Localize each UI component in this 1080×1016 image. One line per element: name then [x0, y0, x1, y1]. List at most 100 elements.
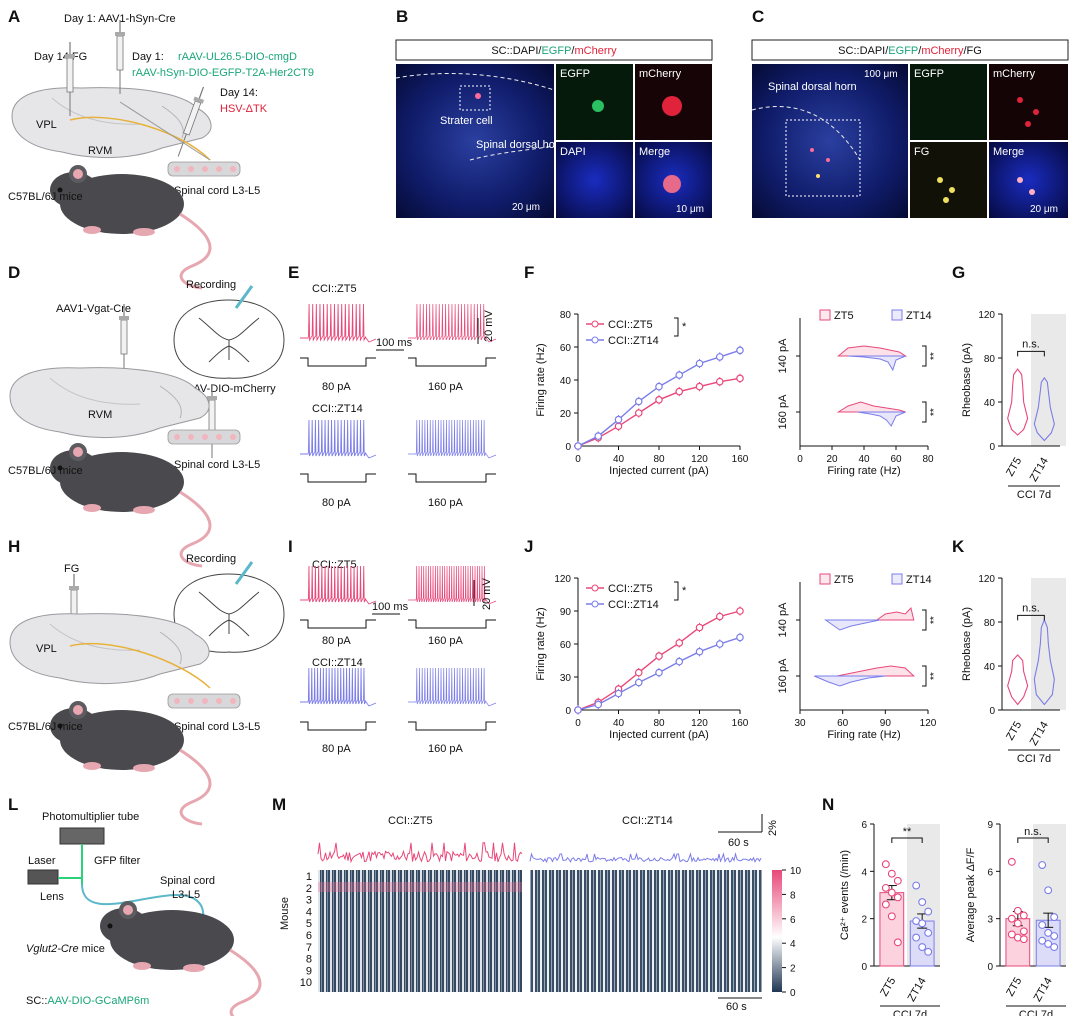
voltage-trace	[300, 303, 377, 343]
panel-letter: B	[396, 7, 408, 26]
row-label: 6	[306, 930, 312, 942]
x-tick-label: 120	[920, 718, 937, 729]
significance-bracket	[922, 609, 927, 631]
x-tick-label: 120	[691, 454, 708, 465]
data-point	[736, 346, 744, 355]
micrograph-dapi	[556, 142, 633, 218]
row-label: 140 pA	[777, 602, 789, 638]
chart-g-violin: 0 40 80 120 Rheobase (pA) ZT5 ZT14 n.s. CCI 7d	[961, 310, 1066, 501]
x-tick-label: 40	[613, 718, 625, 729]
violin-half	[814, 675, 886, 687]
data-point	[594, 700, 603, 709]
image-title: SC::DAPI/EGFP/mCherry/FG	[838, 45, 982, 57]
data-point	[918, 919, 927, 928]
data-point	[594, 432, 603, 440]
y-tick-label: 30	[560, 673, 572, 684]
category-label: ZT14	[1028, 720, 1051, 748]
significance-label: n.s.	[1022, 338, 1040, 350]
y-axis-label: Firing rate (Hz)	[535, 607, 547, 680]
row-label: 10	[300, 977, 312, 989]
trace-zt5-80pa	[300, 303, 377, 367]
significance-bracket	[891, 837, 923, 843]
current-label: 160 pA	[428, 743, 464, 755]
projection-path	[69, 642, 211, 689]
panel-letter: N	[822, 795, 834, 814]
chart-k-violin: 0 40 80 120 Rheobase (pA) ZT5 ZT14 n.s. CCI 7d	[961, 574, 1066, 765]
y-tick-label: 9	[987, 820, 993, 831]
calcium-trace-zt5	[317, 842, 523, 864]
row-label: 3	[306, 895, 312, 907]
violin	[1033, 376, 1055, 442]
data-point	[1044, 928, 1053, 937]
data-point	[1050, 932, 1059, 940]
y-axis-label: Rheobase (pA)	[961, 607, 973, 681]
row-label: 7	[306, 942, 312, 954]
data-point	[614, 415, 623, 424]
panel-letter: G	[952, 263, 965, 282]
significance-label: **	[929, 672, 940, 680]
row-label: 160 pA	[777, 658, 789, 694]
data-point	[695, 359, 704, 368]
y-tick-label: 0	[987, 962, 993, 973]
spinal-cord-segment	[167, 161, 241, 177]
x-tick-label: 0	[575, 454, 581, 465]
scale-voltage: 20 mV	[483, 310, 495, 342]
panel-h: H FG Recording VPL Spinal cord L3-L5 C57…	[8, 537, 285, 826]
y-axis-label: Average peak ΔF/F	[965, 847, 977, 942]
data-point	[1050, 913, 1059, 922]
scale-time: 100 ms	[372, 601, 409, 613]
trace-title-zt5: CCI::ZT5	[312, 283, 357, 295]
spinal-cord-segment	[167, 693, 241, 709]
label-lens: Lens	[40, 891, 64, 903]
image-title: SC::DAPI/EGFP/mCherry	[491, 45, 617, 57]
micrograph-overview	[396, 64, 554, 218]
violin-half	[847, 355, 906, 372]
panel-letter: F	[524, 263, 534, 282]
y-tick-label: 40	[984, 398, 996, 409]
y-tick-label: 4	[861, 867, 867, 878]
data-point	[715, 640, 724, 648]
x-tick-label: 30	[794, 718, 806, 729]
x-tick-label: 90	[880, 718, 892, 729]
panel-letter: E	[288, 263, 299, 282]
y-tick-label: 0	[989, 706, 995, 717]
voltage-trace	[408, 303, 497, 343]
channel-label: FG	[914, 146, 929, 158]
syringe-icon	[114, 19, 126, 95]
panel-letter: I	[288, 537, 293, 556]
current-step	[300, 357, 376, 367]
data-point	[675, 639, 684, 647]
label-laser: Laser	[28, 855, 56, 867]
y-tick-label: 6	[861, 820, 867, 831]
x-tick-label: 20	[826, 454, 838, 465]
trace-title-zt14: CCI::ZT14	[312, 657, 363, 669]
category-label: ZT5	[1004, 719, 1024, 742]
significance-label: **	[903, 826, 912, 838]
label-vpl: VPL	[36, 643, 57, 655]
x-tick-label: 60	[837, 718, 849, 729]
data-point	[695, 647, 704, 656]
data-point	[655, 395, 663, 404]
row-label: 2	[306, 883, 312, 895]
voltage-trace	[300, 667, 377, 707]
data-point	[695, 623, 704, 632]
significance-bracket	[1017, 614, 1045, 621]
violin-half	[836, 401, 906, 413]
current-label: 160 pA	[428, 497, 464, 509]
data-point	[918, 898, 927, 907]
panel-e: E CCI::ZT5 100 ms 20 mV 80 pA 160 pA CCI…	[288, 263, 497, 509]
scale-bar-label: 10 μm	[676, 204, 704, 215]
group-zt14: CCI::ZT14	[622, 815, 673, 827]
y-tick-label: 60	[560, 343, 572, 354]
scale-seconds: 60 s	[726, 1001, 747, 1013]
significance-bracket	[674, 317, 679, 337]
shaded-group	[1031, 314, 1066, 446]
scale-bar-label: 20 μm	[1030, 204, 1058, 215]
legend-marker	[591, 600, 599, 608]
chart-n-peak: 0 3 6 9 Average peak ΔF/F ZT5 ZT14 n.s. CCI 7d	[965, 820, 1066, 1016]
voltage-trace	[408, 565, 497, 605]
panel-letter: D	[8, 263, 20, 282]
group-label: CCI 7d	[1019, 1009, 1053, 1016]
data-point	[1038, 861, 1047, 869]
